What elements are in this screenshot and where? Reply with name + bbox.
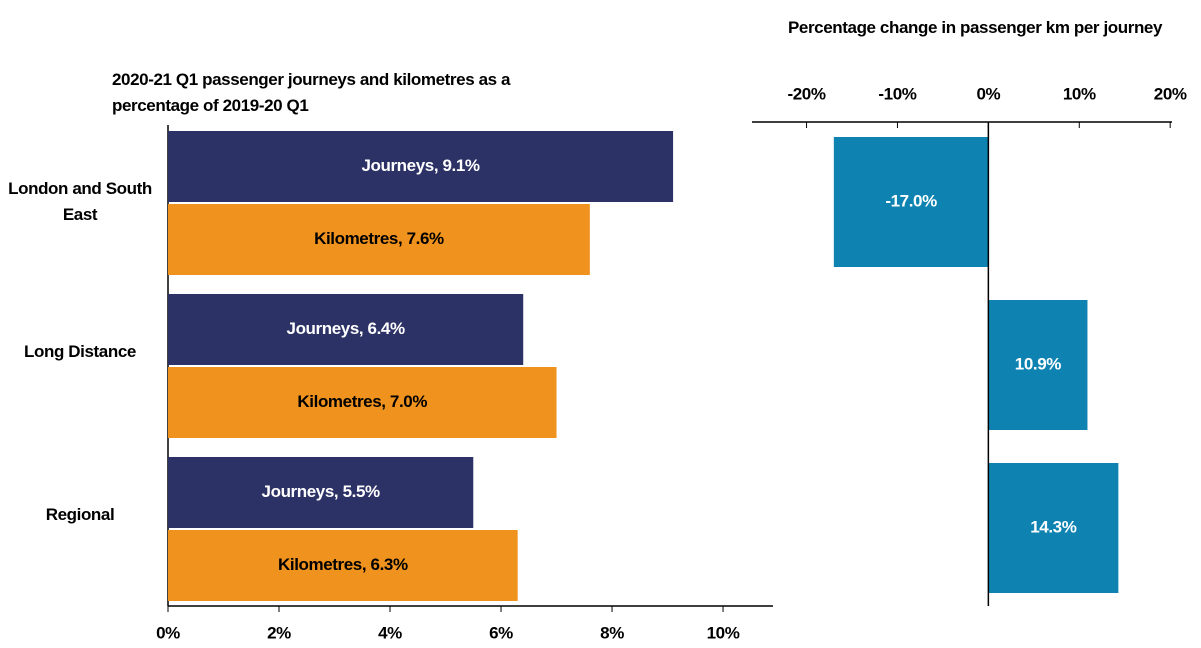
value-label: -17.0%: [885, 191, 937, 210]
category-label: Regional: [45, 505, 115, 524]
bar: [833, 137, 989, 267]
x-tick-label: 0%: [976, 84, 1000, 103]
x-tick-label: 6%: [489, 623, 513, 642]
bar: [988, 300, 1088, 430]
x-tick-label: 10%: [1063, 84, 1096, 103]
value-label: Kilometres, 7.6%: [314, 229, 444, 248]
bar: [168, 367, 557, 438]
category-label: London and South East: [8, 179, 152, 224]
x-tick-label: 20%: [1154, 84, 1187, 103]
x-tick-label: 2%: [267, 623, 291, 642]
value-label: 10.9%: [1015, 354, 1061, 373]
bar: [168, 131, 674, 202]
x-tick-label: -20%: [787, 84, 825, 103]
value-label: Kilometres, 6.3%: [278, 555, 408, 574]
bar: [168, 530, 518, 601]
bar: [168, 204, 590, 275]
value-label: Kilometres, 7.0%: [297, 392, 427, 411]
bar: [168, 457, 474, 528]
bar: [168, 294, 524, 365]
x-tick-label: -10%: [878, 84, 916, 103]
value-label: Journeys, 6.4%: [287, 319, 405, 338]
bar: [988, 463, 1119, 593]
value-label: 14.3%: [1030, 517, 1076, 536]
value-label: Journeys, 9.1%: [361, 156, 479, 175]
x-tick-label: 10%: [707, 623, 740, 642]
value-label: Journeys, 5.5%: [262, 482, 380, 501]
x-tick-label: 0%: [156, 623, 180, 642]
x-tick-label: 4%: [378, 623, 402, 642]
chart-title: 2020-21 Q1 passenger journeys and kilome…: [112, 70, 511, 115]
x-tick-label: 8%: [600, 623, 624, 642]
category-label: Long Distance: [24, 342, 136, 361]
chart-title: Percentage change in passenger km per jo…: [787, 18, 1163, 37]
